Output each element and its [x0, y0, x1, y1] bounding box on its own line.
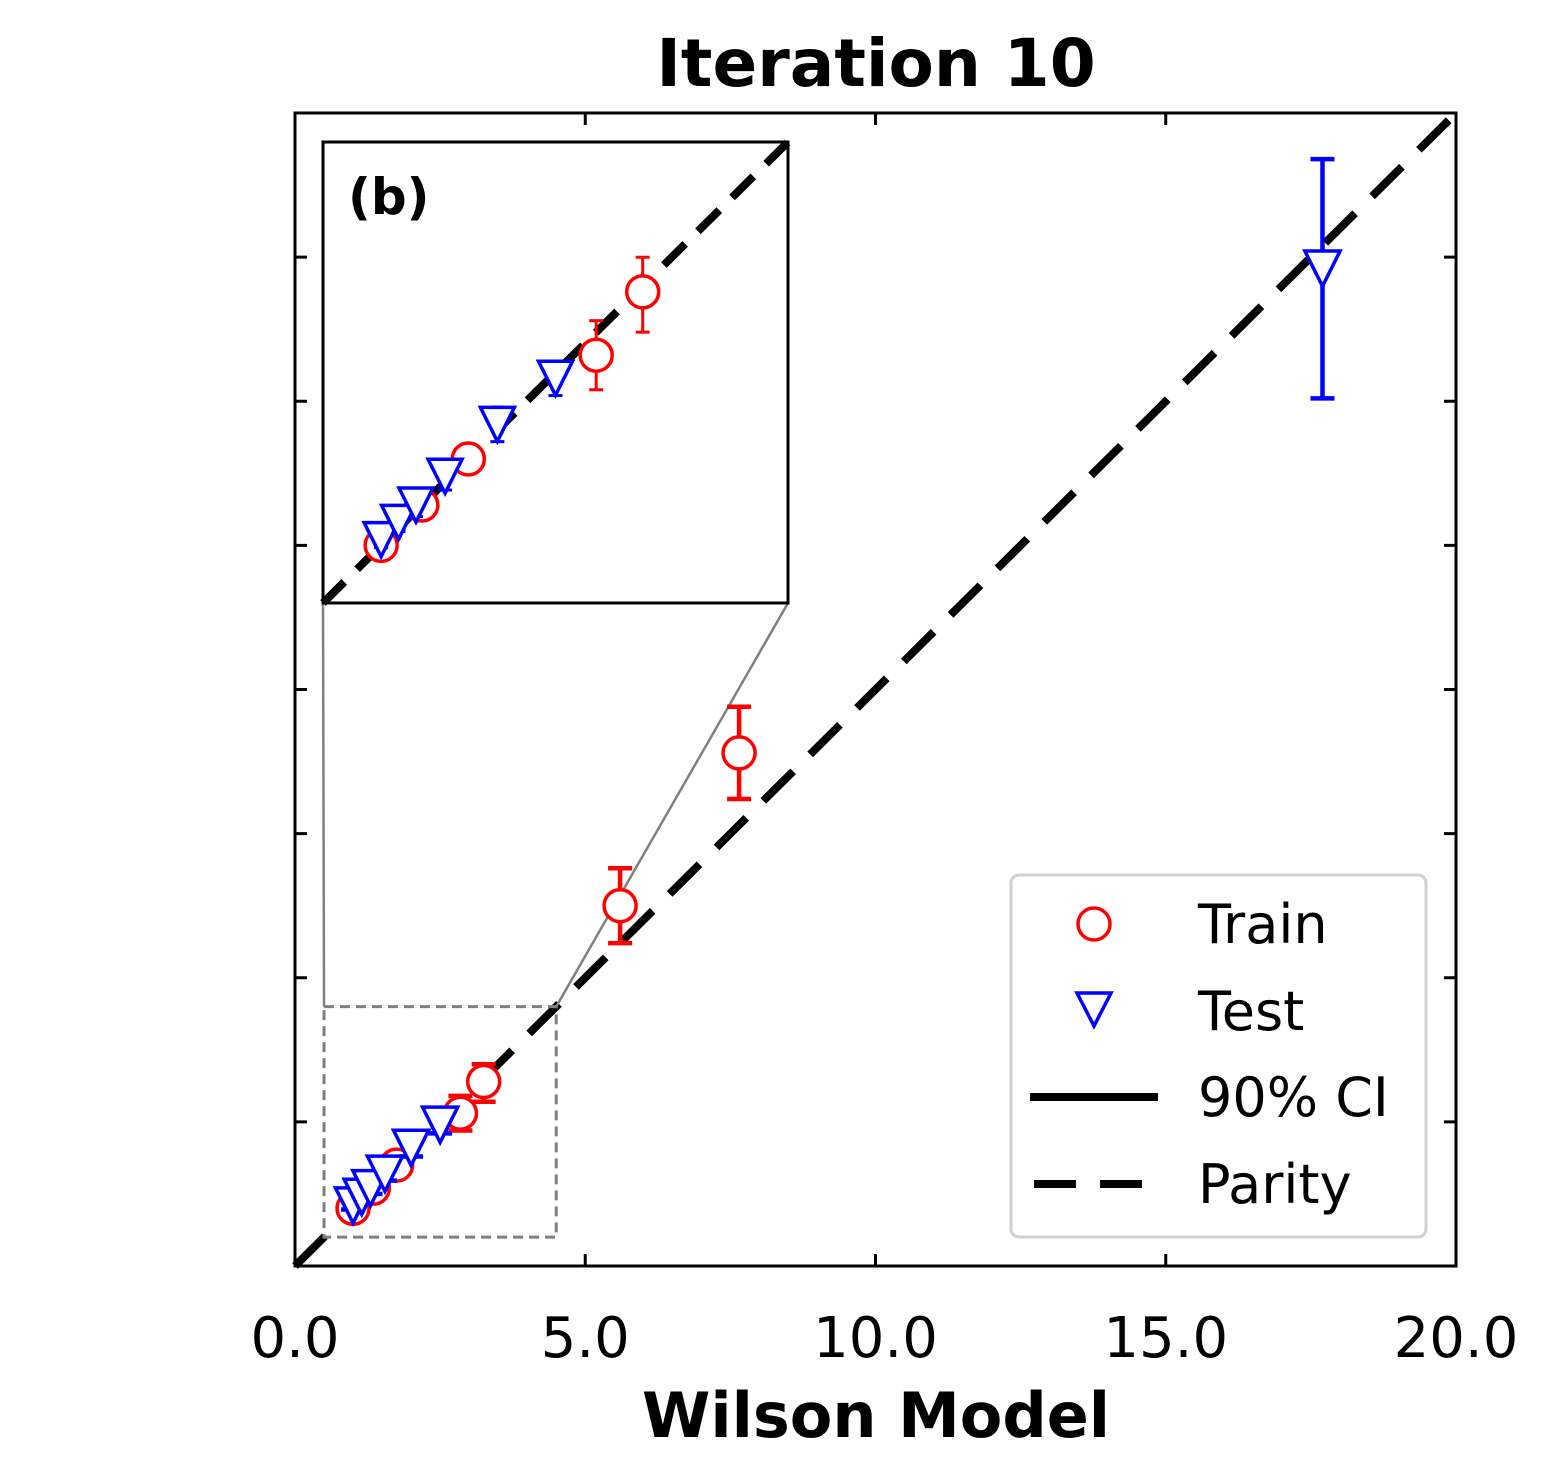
x-tick-label: 0.0: [250, 1306, 339, 1371]
legend: Train Test 90% CI Parity: [1009, 873, 1428, 1239]
legend-test-label: Test: [1197, 980, 1304, 1043]
legend-ci-label: 90% CI: [1198, 1066, 1389, 1129]
x-tick-label: 15.0: [1103, 1306, 1228, 1371]
zoom-region-box: [322, 1005, 558, 1239]
legend-train-marker: [1076, 906, 1112, 942]
x-tick-label: 5.0: [541, 1306, 630, 1371]
inset-frame: [321, 140, 790, 605]
inset-panel-label: (b): [348, 168, 430, 226]
inset-test-point: [396, 486, 436, 526]
x-tick-label: 20.0: [1394, 1306, 1519, 1371]
inset-test-point: [535, 359, 576, 400]
test-point: [1302, 249, 1343, 291]
test-point: [390, 1128, 432, 1170]
legend-parity-label: Parity: [1198, 1153, 1352, 1216]
inset-test-point: [361, 520, 401, 561]
inset-content: [320, 139, 791, 606]
legend-box: [1009, 873, 1428, 1239]
zoom-connector-right: [555, 602, 790, 1008]
inset-test-point: [425, 457, 465, 498]
inset-test-point: [477, 405, 518, 446]
inset-panel: (b): [320, 139, 791, 606]
zoom-indicator: [321, 602, 790, 1239]
zoom-connector-left: [321, 602, 326, 1007]
x-tick-label: 10.0: [813, 1306, 938, 1371]
test-point: [419, 1105, 461, 1147]
legend-test-marker: [1074, 991, 1114, 1030]
test-point: [364, 1154, 406, 1196]
train-point: [465, 1063, 502, 1100]
train-point: [602, 887, 638, 924]
legend-train-label: Train: [1197, 893, 1328, 956]
train-point: [721, 735, 757, 771]
inset-train-point: [624, 274, 661, 310]
axes-frame: [293, 111, 1458, 1268]
main-data-points: [332, 156, 1343, 1227]
x-axis-label: Wilson Model: [642, 1379, 1110, 1452]
inset-test-point: [378, 503, 419, 544]
chart-title: Iteration 10: [656, 25, 1095, 102]
axis-ticks: 0.0 5.0 10.0 15.0 20.0: [250, 113, 1518, 1371]
inset-train-point: [578, 337, 614, 373]
